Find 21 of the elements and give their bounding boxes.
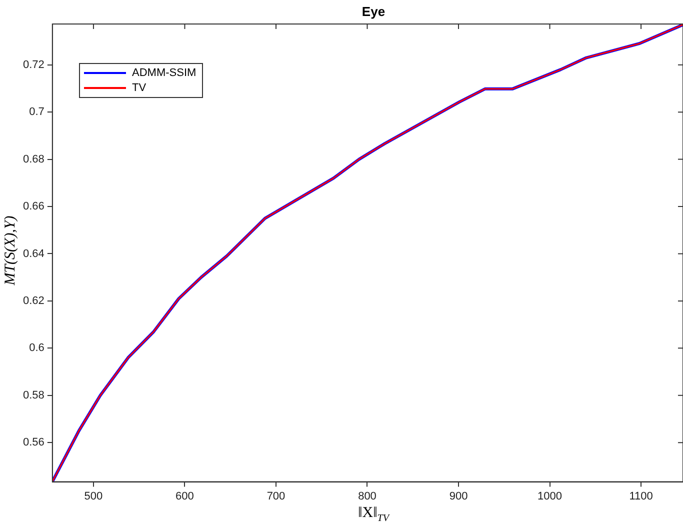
y-tick-label: 0.7 — [29, 106, 44, 118]
chart-title: Eye — [360, 4, 386, 19]
x-tick-label: 800 — [358, 490, 376, 502]
legend-label: TV — [132, 82, 146, 94]
y-tick-label: 0.62 — [22, 294, 44, 307]
y-tick-label: 0.64 — [22, 248, 44, 260]
x-tick-label: 500 — [84, 490, 103, 502]
y-tick-label: 0.56 — [22, 436, 44, 449]
x-axis-title: ‖X‖$_{TV}$ — [357, 505, 391, 524]
legend-label: ADMM-SSIM — [132, 66, 196, 78]
x-tick-label: 900 — [449, 490, 468, 502]
x-tick-label: 700 — [266, 490, 286, 502]
y-tick-label: 0.66 — [22, 200, 44, 213]
y-tick-label: 0.6 — [29, 342, 44, 354]
y-tick-label: 0.58 — [22, 389, 44, 402]
y-tick-label: 0.72 — [22, 58, 44, 71]
y-axis-title: MT(S(X),Y) — [2, 214, 20, 288]
x-tick-label: 1100 — [629, 490, 653, 502]
y-tick-label: 0.68 — [22, 153, 44, 166]
x-tick-label: 600 — [176, 490, 194, 502]
x-tick-label: 1000 — [538, 490, 562, 502]
